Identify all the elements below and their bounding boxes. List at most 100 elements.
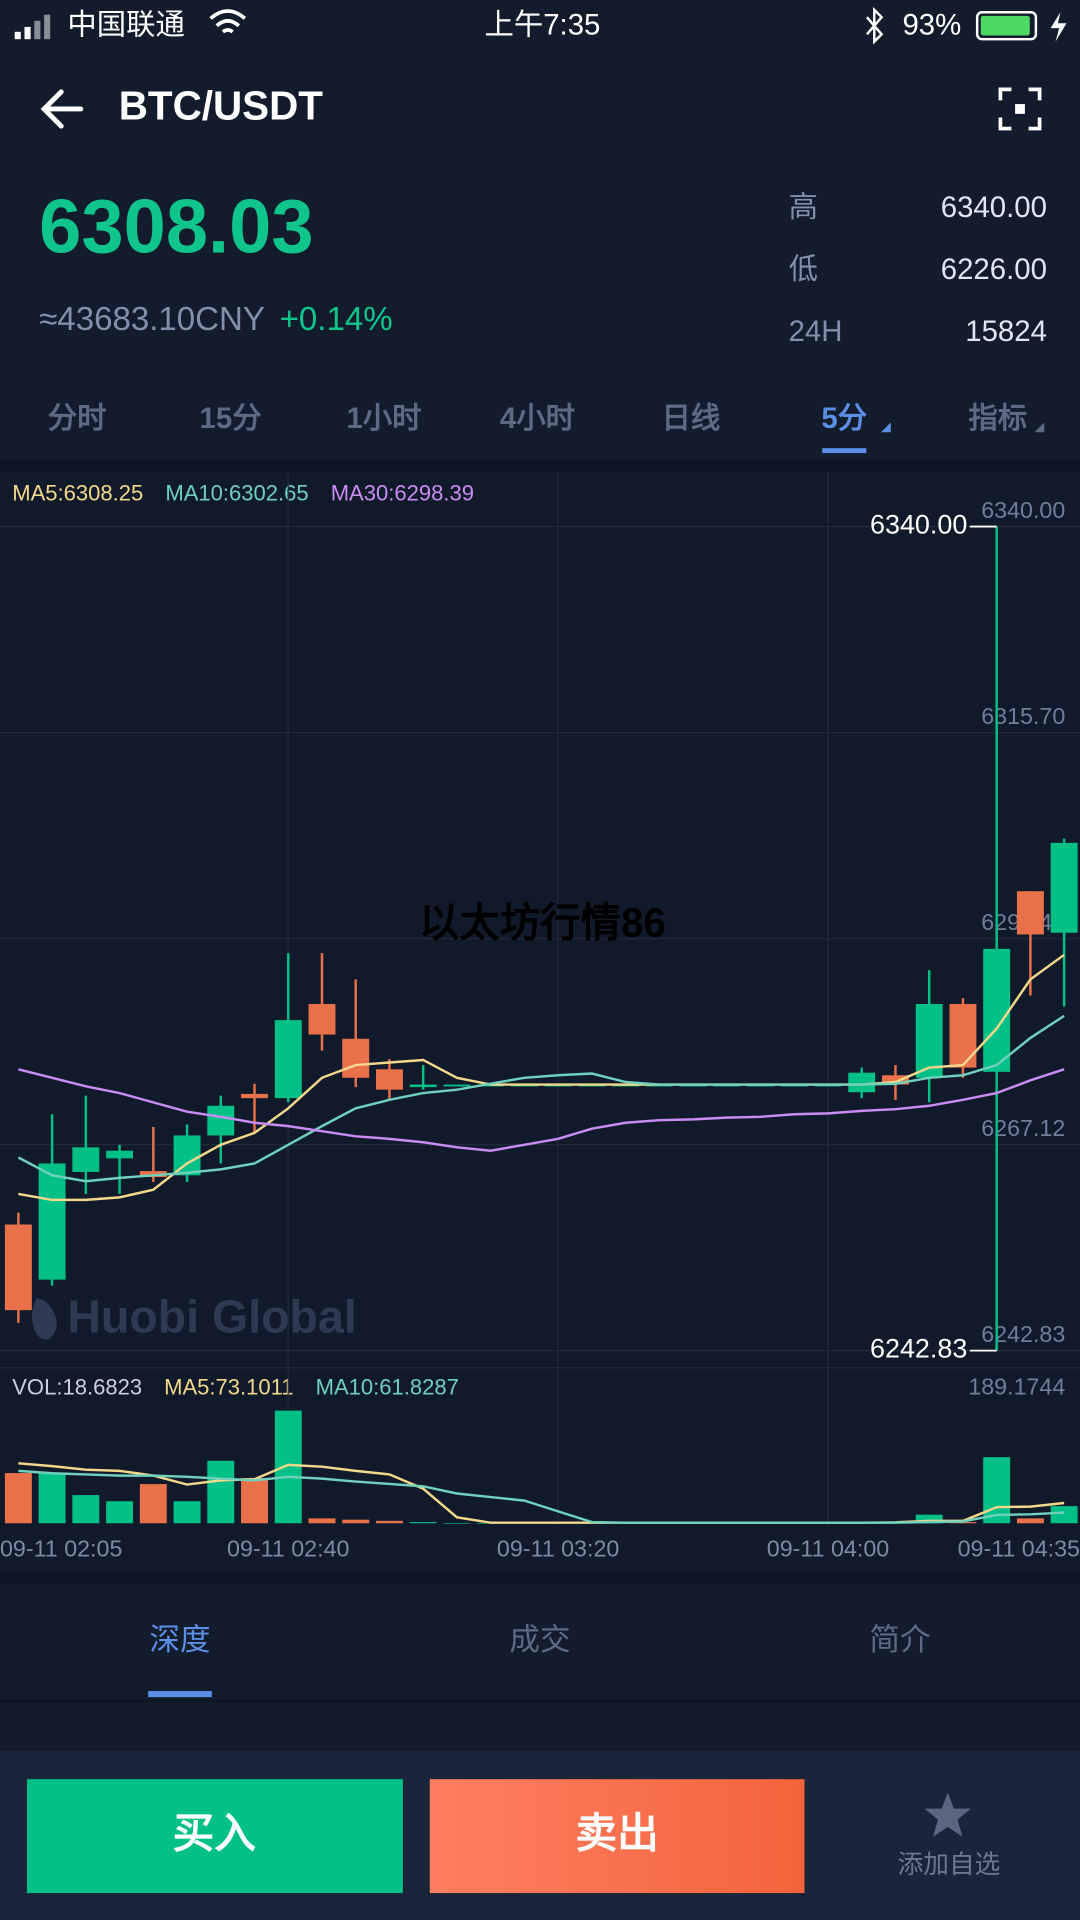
cny-price: ≈43683.10CNY xyxy=(39,301,265,338)
candle-body xyxy=(342,1038,370,1078)
candle-body xyxy=(443,1084,471,1087)
volume-bar xyxy=(443,1522,471,1524)
vol-legend: VOL:18.6823 MA5:73.1011 MA10:61.8287 xyxy=(12,1374,459,1399)
candle-body xyxy=(1016,891,1044,935)
legend-entry: MA30:6298.39 xyxy=(331,481,474,506)
watermark-logo xyxy=(31,1297,57,1340)
separator xyxy=(0,1573,1080,1584)
candle-body xyxy=(4,1224,32,1311)
ma-line xyxy=(18,1068,1065,1152)
volume-bar xyxy=(106,1501,134,1524)
stat-value: 6226.00 xyxy=(941,253,1047,286)
candle-body xyxy=(139,1171,167,1178)
candle-body xyxy=(915,1004,943,1078)
vol-title: VOL:18.6823 xyxy=(12,1374,142,1399)
volume-bar xyxy=(983,1457,1011,1524)
volume-bar xyxy=(72,1495,100,1524)
candle-body xyxy=(106,1150,134,1159)
signal xyxy=(14,14,51,40)
candle-body xyxy=(848,1072,876,1093)
legend-entry: MA10:61.8287 xyxy=(316,1374,459,1399)
candle-body xyxy=(274,1020,302,1099)
ma-line xyxy=(18,953,1065,1202)
y-tick-label: 189.1744 xyxy=(968,1374,1065,1400)
candle-body xyxy=(983,948,1011,1072)
interval-tab[interactable]: 1小时 xyxy=(346,402,421,435)
fullscreen-button[interactable] xyxy=(998,87,1042,131)
candle-body xyxy=(207,1105,235,1136)
volume-bar xyxy=(173,1501,201,1524)
chart-area xyxy=(0,471,1080,1574)
sell-label: 卖出 xyxy=(576,1810,659,1857)
back-button[interactable] xyxy=(40,89,84,129)
battery-icon xyxy=(975,11,1038,41)
watermark: Huobi Global xyxy=(67,1290,356,1342)
annotation-label: 6242.83 xyxy=(870,1334,967,1364)
x-tick-label: 09-11 02:40 xyxy=(227,1535,349,1561)
legend-entry: MA10:6302.65 xyxy=(165,481,308,506)
candle-body xyxy=(72,1147,100,1172)
legend-entry: MA5:73.1011 xyxy=(164,1374,293,1399)
last-price: 6308.03 xyxy=(39,185,313,270)
candle-body xyxy=(882,1075,909,1085)
volume-bar xyxy=(1050,1506,1078,1524)
y-tick-label: 6340.00 xyxy=(981,497,1065,523)
stat-value: 6340.00 xyxy=(941,191,1047,224)
volume-bar xyxy=(915,1514,943,1524)
volume-bar xyxy=(409,1522,437,1524)
bluetooth-icon xyxy=(866,6,884,45)
interval-tab[interactable]: 分时 xyxy=(48,402,107,435)
candle-body xyxy=(38,1163,66,1280)
legend-entry: MA5:6308.25 xyxy=(12,481,143,506)
price-sub: ≈43683.10CNY +0.14% xyxy=(39,301,392,338)
dropdown-arrow xyxy=(1034,422,1045,433)
x-tick-label: 09-11 03:20 xyxy=(497,1535,619,1561)
section-tab[interactable]: 深度 xyxy=(149,1623,210,1657)
volume-bar xyxy=(4,1473,32,1524)
annotation-label: 6340.00 xyxy=(870,510,967,540)
section-tab[interactable]: 成交 xyxy=(509,1623,570,1657)
volume-bar xyxy=(308,1518,336,1524)
volume-bar xyxy=(139,1484,167,1524)
buy-button[interactable] xyxy=(26,1779,403,1894)
separator xyxy=(0,1699,1080,1703)
y-tick-label: 6315.70 xyxy=(981,703,1065,729)
stat-label: 低 xyxy=(789,253,818,286)
tab-bar xyxy=(0,379,1080,461)
interval-tab[interactable]: 日线 xyxy=(661,402,720,435)
ma-legend: MA5:6308.25 MA10:6302.65 MA30:6298.39 xyxy=(12,481,474,506)
x-tick-label: 09-11 04:00 xyxy=(767,1535,889,1561)
volume-bar xyxy=(375,1520,403,1524)
stat-label: 24H xyxy=(789,315,843,348)
charging-icon xyxy=(1050,12,1067,42)
tab-underline xyxy=(822,448,867,454)
y-tick-label: 6267.12 xyxy=(981,1115,1065,1141)
interval-tab[interactable]: 指标 xyxy=(968,402,1027,435)
candle-body xyxy=(308,1004,336,1035)
candle-body xyxy=(949,1004,977,1068)
sell-button[interactable] xyxy=(429,1779,805,1894)
buy-label: 买入 xyxy=(173,1810,257,1857)
x-tick-label: 09-11 02:05 xyxy=(0,1535,122,1561)
volume-bar xyxy=(241,1478,268,1524)
candle-body xyxy=(173,1135,201,1176)
volume-bar xyxy=(342,1519,370,1524)
interval-tab[interactable]: 15分 xyxy=(200,402,263,435)
candle-body xyxy=(241,1093,268,1099)
dropdown-arrow xyxy=(881,422,891,433)
ma-line xyxy=(17,1014,1065,1183)
interval-tab[interactable]: 5分 xyxy=(821,402,867,435)
battery-level xyxy=(980,15,1030,36)
watch-icon[interactable] xyxy=(924,1792,972,1837)
interval-tab[interactable]: 4小时 xyxy=(500,402,575,435)
overlay-text: 以太坊行情86 xyxy=(419,899,666,945)
watch-label[interactable]: 添加自选 xyxy=(898,1850,1001,1879)
volume-bar xyxy=(1016,1518,1044,1524)
battery-text: 93% xyxy=(902,9,961,42)
section-tab[interactable]: 简介 xyxy=(869,1623,930,1657)
candle-body xyxy=(1050,842,1078,933)
volume-bar xyxy=(207,1460,235,1524)
candle-body xyxy=(375,1069,403,1090)
stat-label: 高 xyxy=(789,191,818,224)
